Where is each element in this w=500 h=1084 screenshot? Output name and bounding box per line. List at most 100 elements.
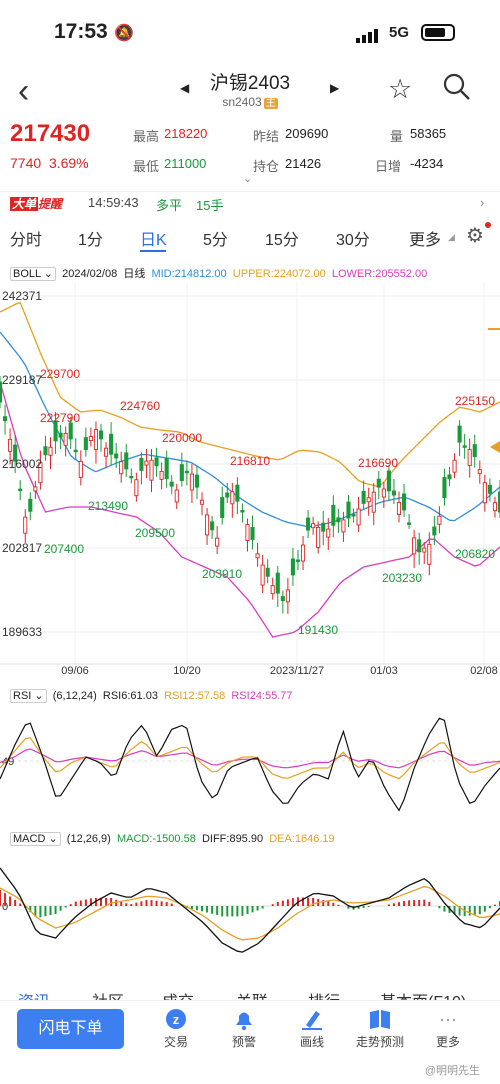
back-button[interactable]: ‹	[18, 72, 30, 110]
candle-body	[139, 457, 144, 471]
clock: 17:53	[54, 20, 108, 43]
date-axis-label: 09/06	[61, 665, 89, 677]
tab-more[interactable]: 更多	[409, 232, 442, 249]
candle-body	[442, 477, 447, 499]
macd-indicator-select[interactable]: MACD ⌄	[10, 832, 61, 846]
flash-order-button[interactable]: 闪电下单	[17, 1009, 124, 1049]
change-pct: 3.69%	[48, 155, 89, 171]
kline-chart[interactable]: 242371 229187 216002 202817 189633 09/06 10/20…	[0, 282, 500, 677]
candle-body	[169, 481, 174, 487]
big-order-alert[interactable]: 大单 提醒 14:59:43 多平 15手 ›	[0, 191, 500, 215]
candle-body	[230, 491, 235, 505]
price-annotation: 220000	[162, 431, 202, 445]
subtab-ranking[interactable]: 排行	[308, 988, 340, 1000]
candle-body	[351, 514, 356, 517]
book-icon	[370, 1010, 390, 1029]
candle-body	[437, 515, 442, 525]
price-axis-label: 216002	[2, 457, 42, 471]
open-interest-value: 21426	[285, 156, 322, 171]
candle-body	[179, 464, 184, 482]
candle-body	[290, 558, 295, 576]
candle-body	[184, 470, 189, 474]
candle-body	[3, 416, 8, 422]
candle-body	[447, 474, 452, 480]
subtab-trades[interactable]: 成交	[162, 988, 194, 1000]
candle-body	[53, 420, 58, 442]
macd-value: MACD:-1500.58	[116, 833, 196, 845]
next-contract-button[interactable]: ▶	[330, 81, 340, 95]
more-button[interactable]: ··· 更多	[418, 1007, 478, 1050]
prev-contract-button[interactable]: ◀	[180, 81, 190, 95]
candle-body	[78, 460, 83, 478]
candle-body	[412, 537, 417, 555]
date-axis-label: 01/03	[370, 665, 398, 677]
candle-body	[235, 484, 240, 502]
candle-body	[149, 459, 154, 481]
boll-lower-line	[0, 381, 500, 638]
candle-body	[300, 544, 306, 562]
candle-body	[285, 589, 290, 603]
diff-line	[0, 867, 500, 953]
price-annotation: 229700	[40, 367, 80, 381]
period-tabs: 分时 1分 日K 5分 15分 30分 更多 ◢ ⚙	[0, 222, 500, 252]
candle-body	[164, 458, 169, 480]
candle-body	[73, 449, 78, 453]
price-axis-label: 242371	[2, 289, 42, 303]
candle-body	[68, 422, 73, 440]
candle-body	[240, 510, 245, 513]
boll-upper-line	[0, 301, 500, 488]
search-icon[interactable]	[442, 72, 472, 102]
draw-line-button[interactable]: 画线	[282, 1007, 342, 1050]
subtab-news[interactable]: 资讯	[18, 988, 50, 1000]
candle-body	[260, 564, 265, 586]
candle-body	[492, 502, 497, 512]
rsi-indicator-select[interactable]: RSI ⌄	[10, 689, 47, 703]
high-value: 218220	[164, 126, 208, 141]
candle-body	[427, 543, 432, 565]
oi-change-label: 日增	[375, 159, 402, 174]
candle-body	[321, 522, 326, 532]
candle-body	[482, 482, 487, 504]
candle-body	[265, 567, 270, 577]
trade-button[interactable]: z 交易	[146, 1007, 206, 1050]
candle-body	[18, 488, 23, 492]
candle-body	[366, 497, 371, 503]
candle-body	[462, 445, 467, 448]
tab-daily-k[interactable]: 日K	[140, 232, 167, 249]
tab-15min[interactable]: 15分	[265, 232, 299, 249]
settings-gear-icon[interactable]: ⚙	[466, 225, 484, 247]
candle-body	[28, 498, 33, 512]
favorite-star-icon[interactable]: ☆	[388, 74, 413, 104]
contract-code: sn2403 主	[0, 94, 500, 109]
active-tab-underline	[140, 250, 166, 252]
tab-1min[interactable]: 1分	[78, 232, 103, 249]
tab-5min[interactable]: 5分	[203, 232, 228, 249]
candle-body	[220, 497, 225, 519]
candle-body	[270, 585, 275, 595]
price-annotation: 207400	[44, 542, 84, 556]
subtab-fundamentals[interactable]: 基本面(F10)	[380, 988, 466, 1000]
low-label: 最低	[133, 159, 160, 174]
alert-button[interactable]: 预警	[214, 1007, 274, 1050]
current-price-marker	[490, 441, 500, 453]
tab-timeshare[interactable]: 分时	[10, 232, 43, 249]
open-interest-label: 持仓	[253, 159, 280, 174]
subtab-related[interactable]: 关联	[236, 988, 268, 1000]
expand-chevron-icon[interactable]: ⌄	[243, 173, 253, 185]
candle-body	[159, 470, 164, 480]
chevron-right-icon[interactable]: ›	[480, 195, 485, 210]
network-type: 5G	[389, 24, 410, 41]
candle-body	[487, 484, 492, 494]
boll-indicator-select[interactable]: BOLL ⌄	[10, 267, 57, 281]
candle-body	[134, 479, 139, 497]
tab-30min[interactable]: 30分	[336, 232, 370, 249]
subtab-community[interactable]: 社区	[92, 988, 124, 1000]
candle-body	[43, 446, 48, 456]
candle-body	[255, 553, 260, 559]
candle-body	[381, 488, 386, 498]
candle-body	[457, 425, 462, 443]
trend-forecast-button[interactable]: 走势预测	[350, 1007, 410, 1050]
contract-code-text: sn2403	[222, 95, 262, 109]
candle-body	[417, 539, 422, 553]
candle-body	[174, 489, 179, 503]
